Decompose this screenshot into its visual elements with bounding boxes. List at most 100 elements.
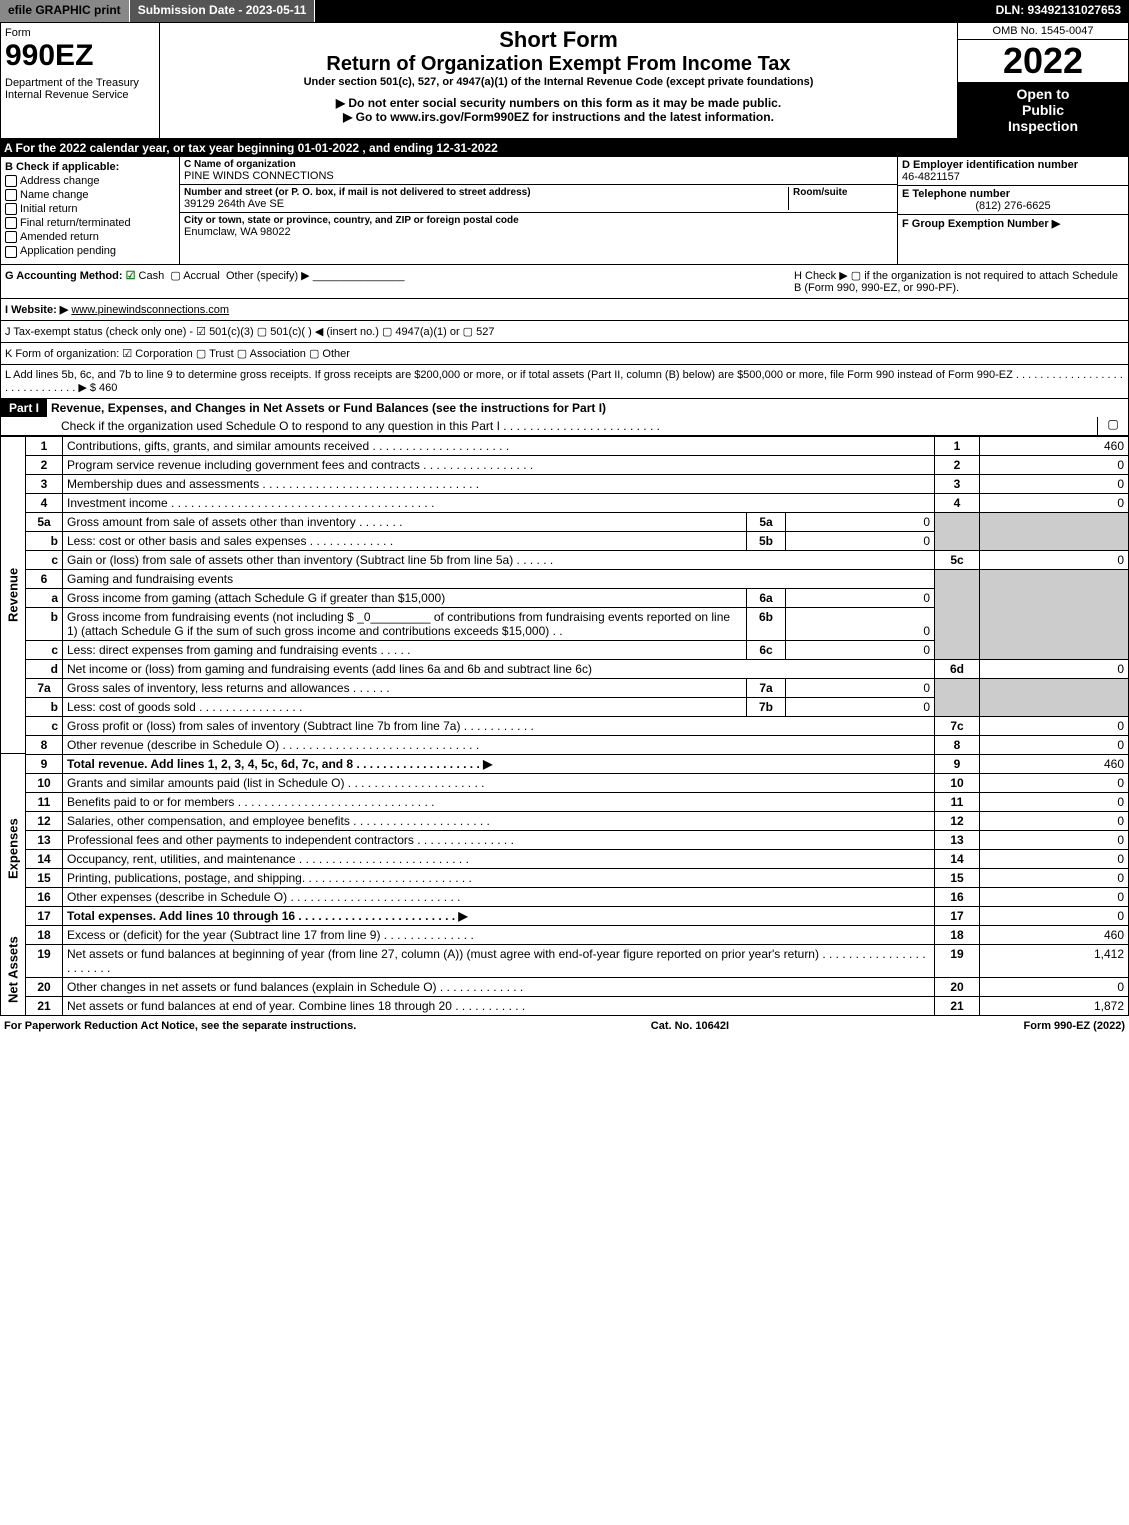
line-desc: Less: cost or other basis and sales expe… xyxy=(63,531,747,550)
street-label: Number and street (or P. O. box, if mail… xyxy=(184,187,788,198)
shaded-cell xyxy=(935,678,980,716)
checkbox-amended-return[interactable] xyxy=(5,231,17,243)
omb-number: OMB No. 1545-0047 xyxy=(958,23,1128,40)
line-num: 10 xyxy=(26,773,63,792)
line-amount: 460 xyxy=(980,436,1129,455)
line-ref: 12 xyxy=(935,811,980,830)
checkbox-address-change[interactable] xyxy=(5,175,17,187)
part-1-check-box[interactable]: ▢ xyxy=(1097,417,1128,435)
line-num: 19 xyxy=(26,944,63,977)
line-amount: 0 xyxy=(980,792,1129,811)
check-icon: ☑ xyxy=(126,270,136,282)
row-g-h: G Accounting Method: ☑ Cash ▢ Accrual Ot… xyxy=(0,265,1129,299)
line-num: 14 xyxy=(26,849,63,868)
line-desc: Gaming and fundraising events xyxy=(63,569,935,588)
efile-label: efile GRAPHIC print xyxy=(0,0,130,22)
submission-date: Submission Date - 2023-05-11 xyxy=(130,0,316,22)
meta-block: B Check if applicable: Address change Na… xyxy=(0,157,1129,265)
open-line-2: Public xyxy=(962,102,1124,118)
line-num: 8 xyxy=(26,735,63,754)
mini-label: 6a xyxy=(747,588,786,607)
col-b-title: B Check if applicable: xyxy=(5,161,175,173)
form-label: Form xyxy=(5,27,155,39)
row-k: K Form of organization: ☑ Corporation ▢ … xyxy=(0,343,1129,365)
line-ref: 2 xyxy=(935,455,980,474)
phone-label: E Telephone number xyxy=(902,188,1010,200)
line-ref: 16 xyxy=(935,887,980,906)
line-ref: 9 xyxy=(935,754,980,773)
line-num: 7a xyxy=(26,678,63,697)
line-num: b xyxy=(26,697,63,716)
mini-label: 6b xyxy=(747,607,786,640)
line-ref: 10 xyxy=(935,773,980,792)
mini-val: 0 xyxy=(786,607,935,640)
line-ref: 18 xyxy=(935,925,980,944)
short-form-title: Short Form xyxy=(164,27,953,53)
side-label-netassets: Net Assets xyxy=(1,925,26,1015)
checkbox-application-pending[interactable] xyxy=(5,246,17,258)
shaded-cell xyxy=(980,512,1129,550)
dln-label: DLN: 93492131027653 xyxy=(988,0,1129,22)
check-label: Application pending xyxy=(20,245,116,257)
line-amount: 0 xyxy=(980,773,1129,792)
line-num: 21 xyxy=(26,996,63,1015)
shaded-cell xyxy=(935,569,980,659)
line-num: 2 xyxy=(26,455,63,474)
line-ref: 19 xyxy=(935,944,980,977)
footer-right: Form 990-EZ (2022) xyxy=(1024,1020,1125,1032)
line-ref: 1 xyxy=(935,436,980,455)
mini-val: 0 xyxy=(786,512,935,531)
line-ref: 15 xyxy=(935,868,980,887)
line-num: 5a xyxy=(26,512,63,531)
line-ref: 14 xyxy=(935,849,980,868)
side-label-expenses: Expenses xyxy=(1,773,26,925)
mini-label: 7a xyxy=(747,678,786,697)
mini-val: 0 xyxy=(786,531,935,550)
cash-label: Cash xyxy=(139,270,165,282)
line-ref: 13 xyxy=(935,830,980,849)
open-line-3: Inspection xyxy=(962,118,1124,134)
line-amount: 1,412 xyxy=(980,944,1129,977)
line-amount: 460 xyxy=(980,754,1129,773)
line-amount: 0 xyxy=(980,830,1129,849)
row-j: J Tax-exempt status (check only one) - ☑… xyxy=(0,321,1129,343)
line-amount: 0 xyxy=(980,849,1129,868)
line-desc: Occupancy, rent, utilities, and maintena… xyxy=(63,849,935,868)
line-amount: 0 xyxy=(980,550,1129,569)
line-desc: Total expenses. Add lines 10 through 16 … xyxy=(63,906,935,925)
footer-center: Cat. No. 10642I xyxy=(651,1020,729,1032)
line-desc: Gross income from gaming (attach Schedul… xyxy=(63,588,747,607)
line-desc: Investment income . . . . . . . . . . . … xyxy=(63,493,935,512)
shaded-cell xyxy=(980,569,1129,659)
mini-label: 7b xyxy=(747,697,786,716)
side-spacer xyxy=(1,754,26,773)
checkbox-initial-return[interactable] xyxy=(5,203,17,215)
checkbox-name-change[interactable] xyxy=(5,189,17,201)
mini-val: 0 xyxy=(786,678,935,697)
line-num: c xyxy=(26,550,63,569)
other-label: Other (specify) ▶ xyxy=(226,270,310,282)
mini-val: 0 xyxy=(786,640,935,659)
line-num: 4 xyxy=(26,493,63,512)
footer-left: For Paperwork Reduction Act Notice, see … xyxy=(4,1020,356,1032)
ein-label: D Employer identification number xyxy=(902,159,1078,171)
part-1-title: Revenue, Expenses, and Changes in Net As… xyxy=(47,399,1128,417)
line-amount: 0 xyxy=(980,455,1129,474)
mini-label: 5b xyxy=(747,531,786,550)
open-to-public-badge: Open to Public Inspection xyxy=(958,82,1128,138)
line-num: b xyxy=(26,531,63,550)
line-desc: Gross sales of inventory, less returns a… xyxy=(63,678,747,697)
line-desc: Other revenue (describe in Schedule O) .… xyxy=(63,735,935,754)
line-ref: 5c xyxy=(935,550,980,569)
line-desc: Gross profit or (loss) from sales of inv… xyxy=(63,716,935,735)
line-desc: Grants and similar amounts paid (list in… xyxy=(63,773,935,792)
line-amount: 0 xyxy=(980,977,1129,996)
line-num: 17 xyxy=(26,906,63,925)
group-exemption-label: F Group Exemption Number ▶ xyxy=(902,218,1060,230)
room-label: Room/suite xyxy=(793,187,893,198)
line-num: d xyxy=(26,659,63,678)
line-desc: Professional fees and other payments to … xyxy=(63,830,935,849)
checkbox-final-return[interactable] xyxy=(5,217,17,229)
city-value: Enumclaw, WA 98022 xyxy=(184,226,291,238)
city-label: City or town, state or province, country… xyxy=(184,215,893,226)
